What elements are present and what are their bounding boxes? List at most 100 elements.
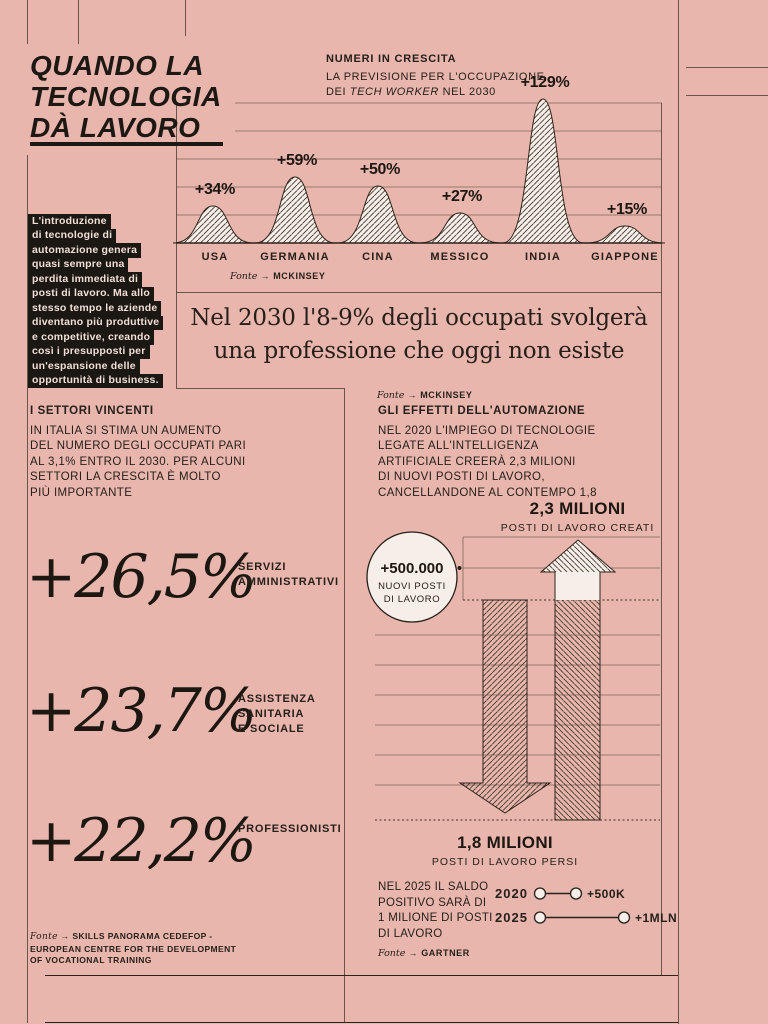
jobs-lost-value: 1,8 MILIONI <box>457 833 553 852</box>
title-underline <box>30 142 223 146</box>
settori-line: DEL NUMERO DEGLI OCCUPATI PARI <box>30 440 247 452</box>
intro-line: quasi sempre una <box>28 257 129 272</box>
connector-dot <box>457 566 462 570</box>
timeline-value: +500K <box>587 887 625 901</box>
mound-cina <box>337 185 419 244</box>
gridlines <box>176 102 662 216</box>
settori-heading: I SETTORI VINCENTI <box>30 405 154 417</box>
country-label-cina: CINA <box>362 251 394 263</box>
stat-value-servizi-amministrativi: +26,5% <box>26 542 257 612</box>
layout-rule <box>661 103 662 975</box>
value-label-giappone: +15% <box>607 201 647 218</box>
tech-worker-growth-chart: +34% +59% +50% +27% +129% +15% USA GERMA… <box>172 74 666 263</box>
automation-impact-chart: +500.000 NUOVI POSTI DI LAVORO <box>366 531 660 821</box>
badge-line2: DI LAVORO <box>384 594 440 605</box>
pull-quote-line: Nel 2030 l'8-9% degli occupati svolgerà <box>190 305 648 331</box>
arrow-right-icon: → <box>408 948 419 958</box>
intro-line: stesso tempo le aziende <box>28 301 162 316</box>
intro-line: diventano più produttive <box>28 315 164 330</box>
layout-rule <box>344 388 345 1022</box>
intro-line: un'espansione delle <box>28 359 140 374</box>
stat-label-servizi-amministrativi: SERVIZI AMMINISTRATIVI <box>238 561 339 588</box>
settori-line: PIÙ IMPORTANTE <box>30 486 133 499</box>
mound-messico <box>419 212 501 244</box>
up-arrow-head-hatch <box>541 540 615 572</box>
effetti-line: NEL 2020 L'IMPIEGO DI TECNOLOGIE <box>378 424 596 437</box>
intro-line: opportunità di business. <box>28 373 163 388</box>
layout-rule <box>78 0 79 44</box>
stat-label-professionisti: PROFESSIONISTI <box>238 823 342 835</box>
mound-india <box>502 98 584 244</box>
intro-line: e competitive, creando <box>28 330 155 345</box>
saldo-note: NEL 2025 IL SALDO POSITIVO SARÀ DI 1 MIL… <box>378 881 493 940</box>
country-label-usa: USA <box>202 251 229 263</box>
intro-line: così i presupposti per <box>28 344 150 359</box>
page-title-line: DÀ LAVORO <box>30 112 201 143</box>
stat-value-assistenza-sanitaria: +23,7% <box>26 676 257 746</box>
fonte-mckinsey-top: Fonte → MCKINSEY <box>230 271 326 282</box>
intro-line: automazione genera <box>28 243 142 258</box>
mound-usa <box>172 205 254 244</box>
net-jobs-badge-circle <box>366 531 458 623</box>
layout-rule <box>678 0 679 1024</box>
layout-rule <box>686 67 768 68</box>
up-arrow-shaft-hatch <box>555 600 600 820</box>
stat-label-assistenza-sanitaria: ASSISTENZA SANITARIA E SOCIALE <box>238 693 316 735</box>
page-title-line: QUANDO LA <box>30 50 205 81</box>
timeline-dot <box>617 911 631 924</box>
settori-line: AL 3,1% ENTRO IL 2030. PER ALCUNI <box>30 455 246 468</box>
pull-quote-line: una professione che oggi non esiste <box>213 338 625 364</box>
up-arrow <box>539 539 617 821</box>
country-label-germania: GERMANIA <box>260 251 330 263</box>
country-label-messico: MESSICO <box>430 251 489 263</box>
badge-value: +500.000 <box>381 560 444 577</box>
effetti-automazione-section: GLI EFFETTI DELL'AUTOMAZIONE NEL 2020 L'… <box>378 404 673 501</box>
timeline-value: +1MLN <box>635 911 677 925</box>
value-label-cina: +50% <box>360 161 400 178</box>
country-label-india: INDIA <box>525 251 561 263</box>
page-title: QUANDO LA TECNOLOGIA DÀ LAVORO <box>30 50 222 143</box>
jobs-created-caption-block: 2,3 MILIONI POSTI DI LAVORO CREATI <box>455 499 700 534</box>
layout-rule <box>176 292 662 293</box>
value-label-india: +129% <box>521 74 570 91</box>
badge-line1: NUOVI POSTI <box>378 581 446 592</box>
jobs-created-value: 2,3 MILIONI <box>529 499 626 518</box>
settori-vincenti-section: I SETTORI VINCENTI IN ITALIA SI STIMA UN… <box>30 404 345 501</box>
top-chart-kicker: NUMERI IN CRESCITA <box>326 53 457 65</box>
timeline-dot <box>569 887 583 900</box>
effetti-line: CANCELLANDONE AL CONTEMPO 1,8 <box>378 486 597 499</box>
layout-rule <box>45 975 678 976</box>
effetti-line: LEGATE ALL'INTELLIGENZA <box>378 440 539 452</box>
timeline-row-2020: 2020 +500K <box>495 886 625 901</box>
fonte-mckinsey-quote: Fonte → MCKINSEY <box>377 390 473 401</box>
top-chart-subtitle-line: DEI TECH WORKER NEL 2030 <box>326 86 496 98</box>
intro-line: perdita immediata di <box>28 272 143 287</box>
layout-rule <box>45 1022 678 1023</box>
intro-line: di tecnologie di <box>28 228 117 243</box>
page-title-line: TECNOLOGIA <box>30 81 222 112</box>
timeline-year: 2020 <box>495 886 528 901</box>
pull-quote: Nel 2030 l'8-9% degli occupati svolgerà … <box>176 302 662 368</box>
top-chart-subtitle-line: LA PREVISIONE PER L'OCCUPAZIONE <box>326 71 545 83</box>
value-label-germania: +59% <box>277 152 317 169</box>
arrow-right-icon: → <box>407 390 418 400</box>
value-label-messico: +27% <box>442 188 482 205</box>
mound-germania <box>254 176 336 244</box>
layout-rule <box>27 155 28 1023</box>
layout-rule <box>176 103 177 388</box>
layout-rule <box>27 0 28 44</box>
fonte-gartner: Fonte → GARTNER <box>378 948 470 959</box>
value-label-usa: +34% <box>195 181 235 198</box>
timeline-year: 2025 <box>495 910 528 925</box>
top-chart-subtitle: LA PREVISIONE PER L'OCCUPAZIONE DEI TECH… <box>326 70 545 100</box>
timeline-row-2025: 2025 +1MLN <box>495 910 677 925</box>
effetti-line: ARTIFICIALE CREERÀ 2,3 MILIONI <box>378 455 576 468</box>
mound-giappone <box>584 225 666 244</box>
top-chart-header: NUMERI IN CRESCITA LA PREVISIONE PER L'O… <box>326 52 545 100</box>
settori-line: IN ITALIA SI STIMA UN AUMENTO <box>30 424 222 437</box>
country-label-giappone: GIAPPONE <box>591 251 659 263</box>
layout-rule <box>686 95 768 96</box>
settori-line: SETTORI LA CRESCITA È MOLTO <box>30 471 221 483</box>
jobs-lost-caption-block: 1,8 MILIONI POSTI DI LAVORO PERSI <box>385 833 625 868</box>
